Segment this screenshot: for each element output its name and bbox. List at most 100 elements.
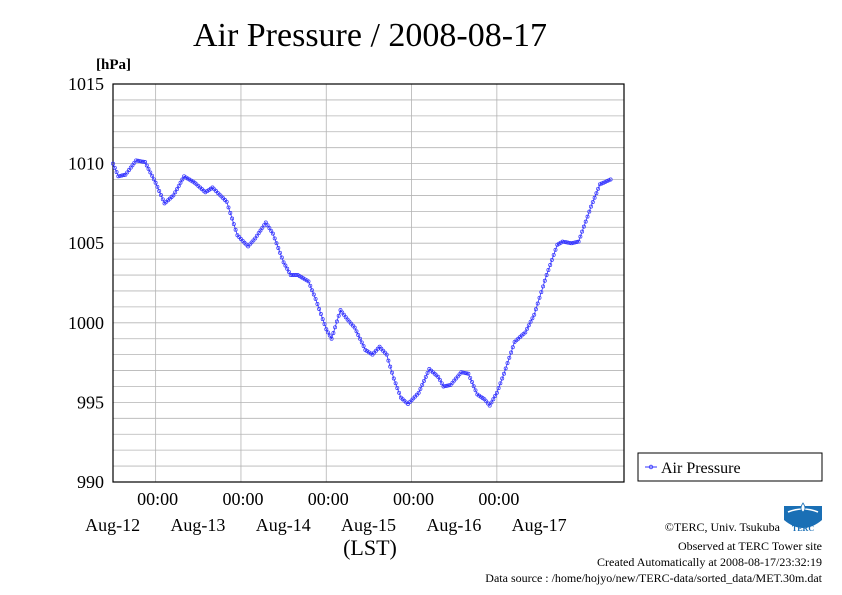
legend: Air Pressure — [637, 452, 823, 482]
data-point — [581, 224, 586, 229]
y-axis-unit: [hPa] — [96, 57, 131, 73]
data-point — [352, 325, 357, 330]
x-tick-time-label: 00:00 — [478, 489, 519, 509]
data-point — [590, 200, 595, 205]
data-point — [530, 316, 535, 321]
data-point — [578, 234, 583, 239]
data-point — [160, 197, 165, 202]
data-point — [118, 173, 123, 178]
data-point — [544, 273, 549, 277]
data-point — [567, 240, 572, 245]
data-point — [178, 180, 183, 185]
data-point — [576, 239, 581, 244]
y-tick-label: 1005 — [68, 233, 104, 253]
x-tick-date-label: Aug-12 — [85, 515, 140, 535]
data-point — [141, 159, 146, 164]
data-point — [596, 186, 601, 191]
data-point — [395, 386, 400, 391]
data-point — [139, 159, 144, 164]
data-point — [498, 381, 503, 386]
x-tick-time-label: 00:00 — [308, 489, 349, 509]
data-point — [116, 174, 121, 179]
data-point — [114, 170, 119, 175]
data-point — [311, 292, 316, 297]
data-point — [180, 177, 185, 182]
data-point — [420, 382, 425, 387]
data-point — [436, 374, 441, 379]
data-point — [146, 166, 151, 171]
data-point — [231, 222, 236, 227]
data-point — [493, 394, 498, 398]
data-point — [574, 240, 579, 244]
data-point — [608, 177, 613, 182]
data-point — [336, 313, 341, 318]
data-point — [438, 378, 442, 383]
data-point — [439, 381, 444, 386]
data-point — [228, 211, 233, 215]
data-point — [441, 384, 446, 389]
data-point — [258, 228, 263, 233]
data-point — [539, 290, 544, 295]
data-point — [542, 278, 547, 283]
data-point — [130, 163, 135, 168]
data-point — [322, 322, 327, 327]
data-point — [267, 226, 272, 231]
data-point — [260, 225, 265, 230]
data-point — [111, 161, 115, 166]
data-point — [390, 370, 394, 375]
data-point — [148, 170, 153, 175]
data-point — [423, 374, 428, 379]
data-point — [446, 383, 451, 388]
data-point — [279, 255, 284, 260]
data-point — [560, 239, 565, 244]
data-point — [265, 223, 270, 228]
data-point — [324, 327, 329, 332]
data-point — [496, 386, 501, 391]
x-axis-title: (LST) — [343, 535, 397, 560]
data-point — [384, 352, 389, 357]
data-point — [274, 241, 279, 246]
data-point — [425, 370, 430, 375]
data-point — [532, 312, 537, 317]
data-point — [443, 384, 448, 389]
data-point — [510, 345, 515, 350]
data-point — [553, 247, 558, 252]
data-point — [119, 173, 124, 178]
data-point — [523, 330, 528, 335]
data-point — [283, 263, 288, 268]
data-point — [329, 336, 334, 341]
data-point — [526, 323, 531, 328]
data-point — [285, 266, 290, 271]
data-point — [359, 340, 364, 345]
data-point — [535, 301, 540, 306]
data-point — [549, 257, 554, 262]
credit-observed: Observed at TERC Tower site — [678, 539, 822, 553]
data-point — [308, 283, 313, 288]
x-tick-date-label: Aug-13 — [170, 515, 225, 535]
data-point — [461, 370, 466, 375]
data-point — [509, 350, 514, 355]
logo-drop-icon — [800, 502, 806, 513]
data-point — [356, 333, 361, 337]
logo-text: TERC — [792, 524, 814, 533]
data-point — [571, 240, 576, 245]
y-tick-label: 1000 — [68, 313, 104, 333]
data-point — [589, 204, 593, 209]
data-point — [562, 239, 567, 244]
series-air-pressure — [111, 158, 613, 408]
data-point — [503, 366, 508, 371]
terc-logo: TERC — [784, 502, 822, 533]
data-point — [573, 240, 577, 245]
data-point — [386, 358, 391, 363]
grid-lines — [113, 84, 624, 482]
data-point — [144, 163, 149, 168]
data-point — [132, 160, 137, 165]
data-point — [533, 307, 538, 312]
data-point — [592, 195, 597, 200]
x-tick-date-label: Aug-16 — [426, 515, 481, 535]
data-point — [416, 390, 421, 395]
data-point — [525, 326, 530, 331]
data-point — [491, 397, 496, 402]
data-point — [606, 178, 611, 183]
